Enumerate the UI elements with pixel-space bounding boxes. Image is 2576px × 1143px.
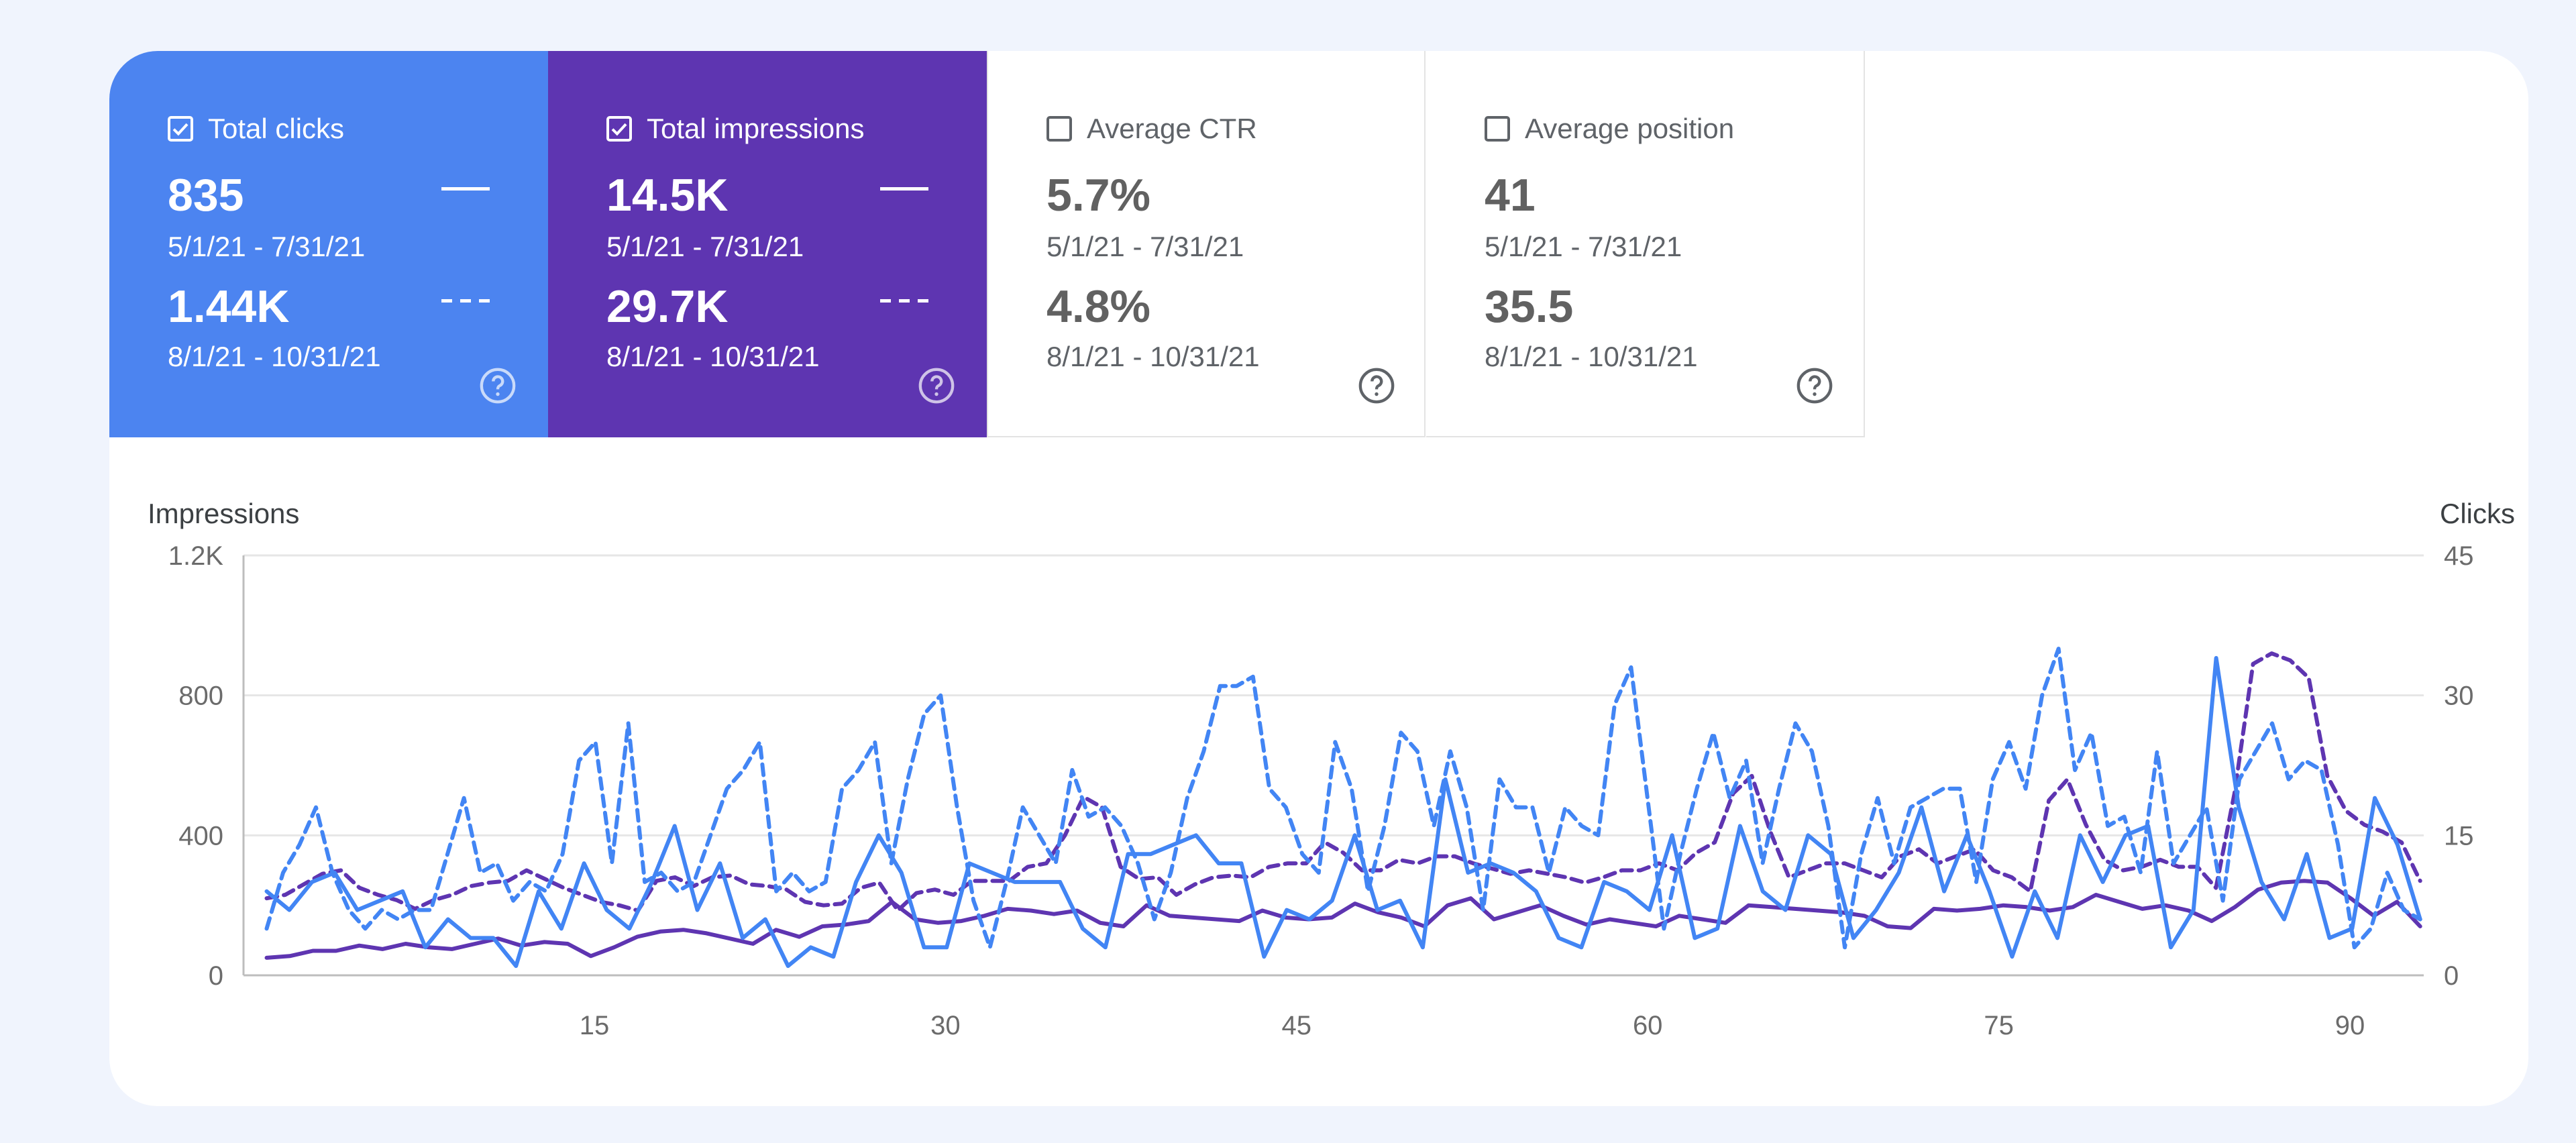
metric-date-compare: 8/1/21 - 10/31/21 <box>1485 341 1698 372</box>
metric-value-compare: 4.8% <box>1046 281 1150 332</box>
metric-date-compare: 8/1/21 - 10/31/21 <box>168 341 381 372</box>
y-tick-left: 0 <box>209 961 223 991</box>
metric-checkbox[interactable] <box>606 116 632 142</box>
y-tick-right: 15 <box>2444 821 2474 851</box>
grid-lines <box>242 554 2424 977</box>
legend-dashed-line-icon <box>880 299 928 303</box>
series-line[interactable] <box>264 879 2422 960</box>
metric-value-compare: 35.5 <box>1485 281 1574 332</box>
metric-tile-average-ctr[interactable]: Average CTR 5.7% 5/1/21 - 7/31/21 4.8% 8… <box>987 51 1426 437</box>
x-tick: 60 <box>1633 1011 1663 1040</box>
x-tick: 45 <box>1282 1011 1312 1040</box>
y-tick-right: 0 <box>2444 961 2459 991</box>
metric-date-current: 5/1/21 - 7/31/21 <box>1046 231 1244 262</box>
help-icon[interactable] <box>1795 366 1834 405</box>
metric-label: Average CTR <box>1087 113 1257 144</box>
series-line[interactable] <box>264 651 2422 913</box>
legend-solid-line-icon <box>441 187 490 190</box>
metric-tile-average-position[interactable]: Average position 41 5/1/21 - 7/31/21 35.… <box>1426 51 1865 437</box>
y-tick-left: 800 <box>178 682 223 711</box>
y-axis-title-clicks: Clicks <box>2440 498 2515 529</box>
axis-ticks: 0 0 400 15 800 30 1.2K 45 15 30 45 60 75 90 <box>168 541 2474 1040</box>
metric-value-current: 41 <box>1485 170 1536 221</box>
x-tick: 75 <box>1984 1011 2014 1040</box>
metric-date-current: 5/1/21 - 7/31/21 <box>1485 231 1682 262</box>
metric-value-compare: 1.44K <box>168 281 290 332</box>
metric-label: Average position <box>1525 113 1735 144</box>
metric-label: Total clicks <box>208 113 345 144</box>
checkmark-icon <box>172 123 189 136</box>
metric-header: Total clicks <box>168 113 344 145</box>
checkmark-icon <box>611 123 627 136</box>
help-icon[interactable] <box>917 366 956 405</box>
metric-value-current: 835 <box>168 170 244 221</box>
metric-header: Average position <box>1485 113 1734 145</box>
metric-date-current: 5/1/21 - 7/31/21 <box>168 231 366 262</box>
y-axis-title-impressions: Impressions <box>148 498 299 529</box>
legend-dashed-line-icon <box>441 299 490 303</box>
y-tick-left: 1.2K <box>168 541 224 571</box>
metric-header: Total impressions <box>606 113 864 145</box>
metric-label: Total impressions <box>647 113 865 144</box>
metric-date-current: 5/1/21 - 7/31/21 <box>606 231 804 262</box>
metric-value-compare: 29.7K <box>606 281 729 332</box>
performance-card: Total clicks 835 5/1/21 - 7/31/21 1.44K … <box>109 51 2528 1106</box>
y-tick-right: 30 <box>2444 682 2474 711</box>
series-line[interactable] <box>264 656 2422 969</box>
y-tick-right: 45 <box>2444 541 2474 571</box>
help-icon[interactable] <box>478 366 517 405</box>
metric-date-compare: 8/1/21 - 10/31/21 <box>1046 341 1260 372</box>
help-icon[interactable] <box>1357 366 1396 405</box>
metric-header: Average CTR <box>1046 113 1257 145</box>
metric-checkbox[interactable] <box>1485 116 1510 142</box>
legend-solid-line-icon <box>880 187 928 190</box>
y-tick-left: 400 <box>178 821 223 851</box>
metric-tile-total-clicks[interactable]: Total clicks 835 5/1/21 - 7/31/21 1.44K … <box>109 51 548 437</box>
metric-checkbox[interactable] <box>168 116 193 142</box>
series-line[interactable] <box>264 647 2422 950</box>
metric-tile-total-impressions[interactable]: Total impressions 14.5K 5/1/21 - 7/31/21… <box>548 51 987 437</box>
metric-checkbox[interactable] <box>1046 116 1072 142</box>
metric-value-current: 5.7% <box>1046 170 1150 221</box>
x-tick: 90 <box>2335 1011 2365 1040</box>
metric-date-compare: 8/1/21 - 10/31/21 <box>606 341 820 372</box>
performance-chart[interactable]: Impressions Clicks 0 0 400 15 800 30 1.2K 45 15 3… <box>109 51 2528 1106</box>
metric-value-current: 14.5K <box>606 170 729 221</box>
x-tick: 30 <box>930 1011 961 1040</box>
chart-series[interactable] <box>264 647 2422 969</box>
x-tick: 15 <box>580 1011 610 1040</box>
